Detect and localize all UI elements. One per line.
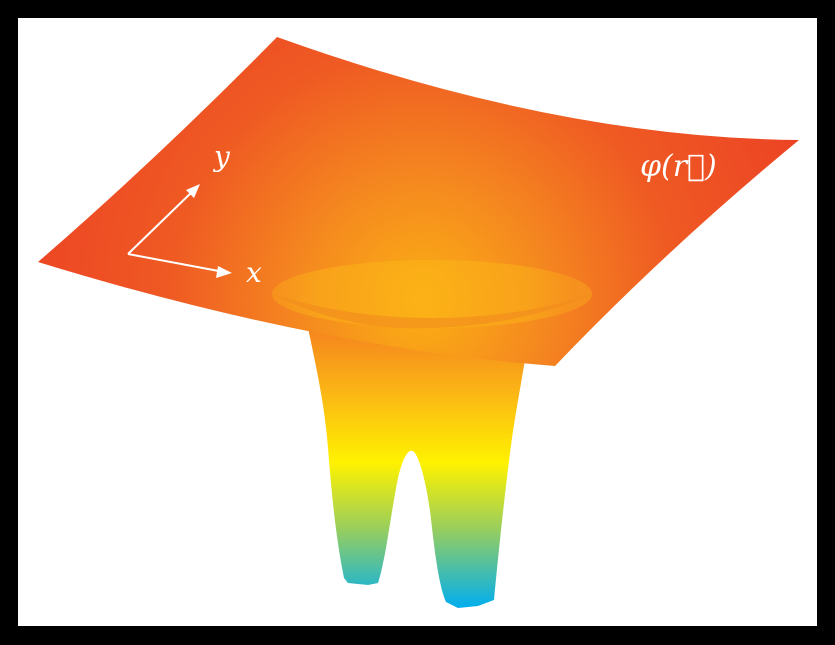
potential-sheet — [38, 37, 799, 366]
well-opening — [272, 260, 592, 328]
potential-label: φ(r⃗) — [640, 149, 717, 184]
x-arrowhead-icon — [216, 266, 232, 278]
y-axis-label: y — [212, 140, 231, 173]
axis-indicator — [127, 189, 225, 273]
x-axis-arrow — [127, 253, 225, 273]
potential-surface-figure: y x φ(r⃗) — [38, 37, 799, 608]
figure-canvas: y x φ(r⃗) — [18, 18, 817, 626]
y-arrowhead-icon — [186, 184, 200, 198]
well-rim-shadow — [272, 294, 592, 329]
y-axis-arrow — [127, 189, 195, 255]
x-axis-label: x — [246, 256, 262, 289]
well-legs — [306, 318, 532, 608]
